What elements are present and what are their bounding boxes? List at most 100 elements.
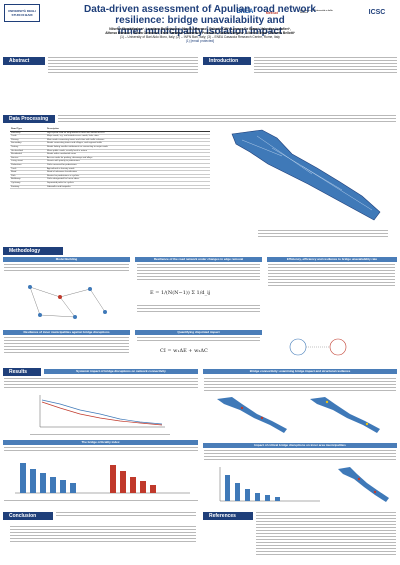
netsci-logo: NetSci bbox=[262, 4, 282, 20]
apulia-region-shape bbox=[231, 129, 381, 221]
resilience-text-2 bbox=[137, 305, 260, 314]
table-row: Residential Roads within residential area… bbox=[10, 152, 210, 157]
bridge-connectivity-subhead: Bridge connectivity: examining bridge im… bbox=[203, 369, 397, 374]
enea-logo: ENEA bbox=[232, 4, 258, 20]
bridge-criticality-subhead: The bridge criticality index bbox=[3, 440, 198, 445]
road-description-cell: Paths reserved for pedestrians bbox=[45, 163, 210, 168]
university-logo: UNIVERSITÀ DEGLI STUDI DI BARI bbox=[4, 4, 40, 22]
table-header-row: Road Type Description bbox=[10, 128, 210, 132]
table-row: Track Agricultural or forestry roads bbox=[10, 167, 210, 172]
road-description-cell: Main roads connecting towns and cities w… bbox=[45, 138, 210, 143]
apulia-road-map bbox=[231, 129, 381, 221]
impact-isolation-subhead: Impact of critical bridge disruptions on… bbox=[203, 443, 397, 448]
road-type-cell: Pedestrian bbox=[10, 163, 46, 168]
poster-title: Data-driven assessment of Apulian road n… bbox=[60, 4, 340, 37]
bridge-criticality-text bbox=[4, 447, 198, 453]
introduction-text bbox=[254, 57, 397, 75]
table-row: Bridleway Paths designated for horse ride… bbox=[10, 177, 210, 182]
criticality-bar-chart bbox=[15, 463, 190, 494]
road-description-cell: Description bbox=[45, 128, 210, 132]
road-type-cell: Trunk bbox=[10, 134, 46, 139]
map-caption bbox=[258, 230, 388, 239]
icsc-logo: ICSC bbox=[360, 4, 394, 20]
title-line-1: Data-driven assessment of Apulian road n… bbox=[84, 4, 316, 26]
road-type-cell: Footway bbox=[10, 185, 46, 190]
road-removal-text bbox=[4, 337, 129, 355]
resilience-subhead: Resilience of the road network under cha… bbox=[135, 257, 262, 262]
quantifying-subhead: Quantifying disjointed impact bbox=[135, 330, 262, 335]
table-row: Primary Main roads connecting towns and c… bbox=[10, 138, 210, 143]
affiliations: (1) – University of Bari Aldo Moro, Ital… bbox=[120, 35, 280, 39]
road-network-lines bbox=[241, 135, 373, 211]
abstract-header: Abstract bbox=[3, 57, 45, 65]
table-row: Living street Streets with priority to pe… bbox=[10, 159, 210, 164]
university-logo-text: UNIVERSITÀ DEGLI STUDI DI BARI bbox=[7, 9, 37, 17]
road-type-cell: Track bbox=[10, 167, 46, 172]
road-description-cell: Agricultural or forestry roads bbox=[45, 167, 210, 172]
table-row: Motorway High-speed road for long-distanc… bbox=[10, 131, 210, 136]
table-row: Pedestrian Paths reserved for pedestrians bbox=[10, 163, 210, 168]
table-row: Service Access roads for parking, drivewa… bbox=[10, 156, 210, 161]
table-row: Footway Sidewalks and footpaths bbox=[10, 185, 210, 190]
road-type-cell: Path bbox=[10, 174, 46, 179]
road-type-cell: Motorway bbox=[10, 131, 46, 136]
road-type-cell: Secondary bbox=[10, 141, 46, 146]
road-type-cell: Primary bbox=[10, 138, 46, 143]
road-type-cell: Road bbox=[10, 170, 46, 175]
table-row: Cycleway Separated paths for cyclists bbox=[10, 181, 210, 186]
efficiency-formula: E = 1/(N(N−1)) Σ 1/d_ij bbox=[150, 290, 211, 296]
road-type-cell: Service bbox=[10, 156, 46, 161]
road-description-cell: Major roads, e.g. not limited-access roa… bbox=[45, 134, 210, 139]
road-description-cell: Separated paths for cyclists bbox=[45, 181, 210, 186]
authors-block: Nilsefar Khashkhaben¹, Loredana Bellantu… bbox=[50, 27, 350, 43]
road-description-cell: Roads within residential areas bbox=[45, 152, 210, 157]
road-description-cell: Road of unknown classification bbox=[45, 170, 210, 175]
road-type-cell: Tertiary bbox=[10, 145, 46, 150]
bridge-map-2 bbox=[310, 397, 380, 433]
conclusion-header: Conclusion bbox=[3, 512, 53, 520]
efficiency-subhead: Efficiency, efficiency and resilience to… bbox=[267, 257, 397, 262]
road-type-cell: Living street bbox=[10, 159, 46, 164]
road-description-cell: Minor public roads, usually local in nat… bbox=[45, 149, 210, 154]
impact-isolation-text bbox=[204, 450, 396, 462]
road-type-cell: Bridleway bbox=[10, 177, 46, 182]
authors-line-2: Alfonso Monaco¹, Chiara Ormando¹, Ester … bbox=[105, 31, 295, 35]
road-description-cell: Sidewalks and footpaths bbox=[45, 185, 210, 190]
data-processing-text bbox=[58, 115, 396, 124]
results-header: Results bbox=[3, 368, 41, 376]
references-text bbox=[256, 512, 396, 557]
abstract-text bbox=[48, 57, 198, 75]
road-type-cell: Road Type bbox=[10, 128, 46, 132]
netsci-logo-text: NetSci bbox=[265, 9, 279, 15]
resilience-text bbox=[137, 264, 260, 282]
title-line-2: inner municipality isolation impact bbox=[117, 26, 283, 37]
road-description-cell: Access roads for parking, driveways and … bbox=[45, 156, 210, 161]
icsc-logo-text: ICSC bbox=[368, 8, 386, 16]
table-row: Tertiary Roads linking smaller settlement… bbox=[10, 145, 210, 150]
criticality-formula: CI = w₁ΔE + w₂ΔC bbox=[160, 348, 208, 354]
road-description-cell: Streets with priority to pedestrians bbox=[45, 159, 210, 164]
enea-logo-text: ENEA bbox=[236, 9, 254, 15]
road-type-table: Road Type Description Motorway High-speed r… bbox=[10, 128, 210, 190]
systemic-impact-chart bbox=[39, 395, 165, 428]
road-removal-subhead: Resilience of inner municipalities again… bbox=[3, 330, 130, 335]
table-row: Unclassified Minor public roads, usually … bbox=[10, 149, 210, 154]
quantifying-text bbox=[137, 337, 260, 343]
isolation-map bbox=[338, 467, 389, 502]
road-description-cell: Roads linking smaller settlements or con… bbox=[45, 145, 210, 150]
isolation-diagram bbox=[289, 338, 347, 356]
table-row: Secondary Roads connecting towns and vill… bbox=[10, 141, 210, 146]
road-description-cell: Paths designated for horse riders bbox=[45, 177, 210, 182]
road-description-cell: Roads connecting towns and villages, and… bbox=[45, 141, 210, 146]
systemic-impact-subhead: Systemic impact of bridge disruptions on… bbox=[44, 369, 198, 374]
table-row: Road Road of unknown classification bbox=[10, 170, 210, 175]
methodology-header: Methodology bbox=[3, 247, 63, 255]
table-row: Trunk Major roads, e.g. not limited-acces… bbox=[10, 134, 210, 139]
email: (1) [email protected] bbox=[185, 39, 215, 43]
criticality-caption bbox=[4, 500, 198, 503]
conclusion-bullets bbox=[10, 526, 196, 544]
authors-line-1: Nilsefar Khashkhaben¹, Loredana Bellantu… bbox=[109, 27, 291, 31]
references-header: References bbox=[203, 512, 253, 520]
ministry-logo: Ministero dell'Università e della Ricerc… bbox=[300, 4, 340, 20]
road-description-cell: High-speed road for long-distance travel… bbox=[45, 131, 210, 136]
